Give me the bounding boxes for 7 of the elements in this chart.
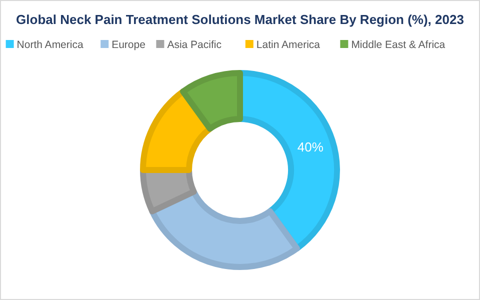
legend-label: Latin America [256, 39, 320, 51]
data-label: 40% [297, 140, 324, 155]
chart-title: Global Neck Pain Treatment Solutions Market Share By Region (%), 2023 [16, 12, 464, 27]
legend-label: North America [16, 39, 84, 51]
legend-label: Asia Pacific [167, 39, 222, 51]
legend-label: Middle East & Africa [351, 39, 446, 51]
legend-label: Europe [112, 39, 146, 51]
